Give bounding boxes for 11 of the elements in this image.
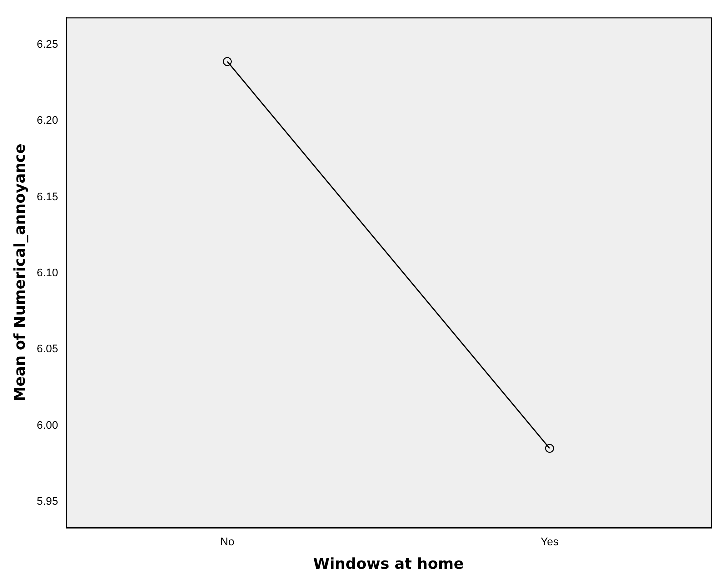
y-axis-title: Mean of Numerical_annoyance — [10, 144, 29, 402]
y-tick-label: 6.05 — [36, 344, 58, 356]
y-tick-label: 6.15 — [36, 191, 58, 204]
x-tick-label: Yes — [540, 536, 560, 548]
y-tick-label: 5.95 — [36, 496, 58, 508]
y-tick-label: 6.25 — [36, 39, 58, 52]
y-tick-label: 6.20 — [36, 115, 58, 128]
x-axis-title: Windows at home — [313, 554, 464, 573]
y-tick-label: 6.10 — [36, 267, 58, 280]
y-tick-label: 6.00 — [36, 420, 58, 432]
x-tick-label: No — [220, 536, 235, 548]
